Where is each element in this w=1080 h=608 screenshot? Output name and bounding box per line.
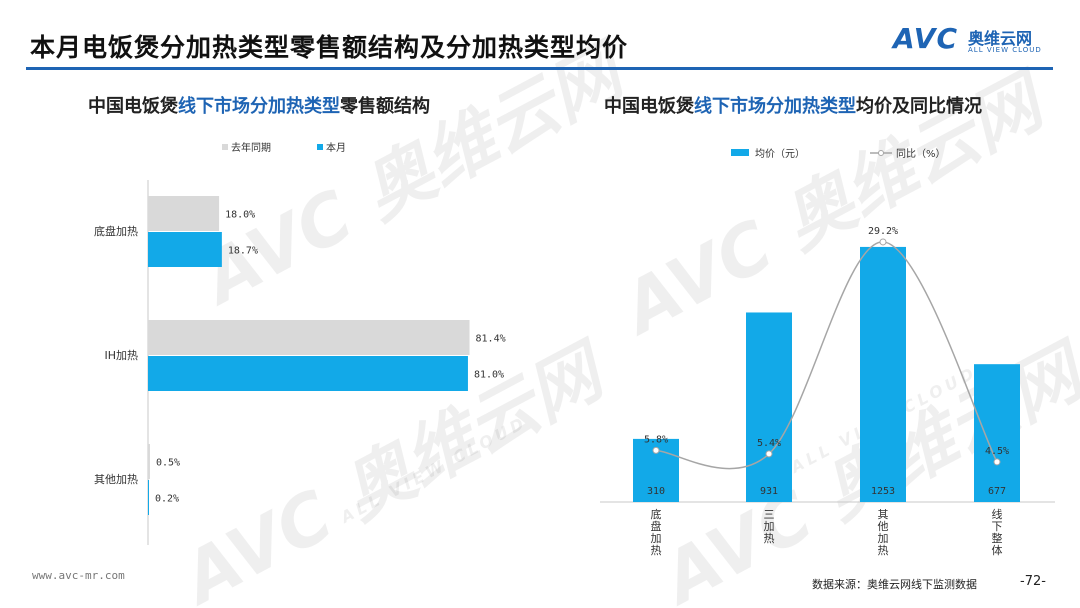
legend-label-avg-price: 均价（元） [755,148,805,160]
page-number: -72- [1020,574,1046,589]
avc-logo: AVC 奥维云网 ALL VIEW CLOUD [893,22,1058,62]
right-title-post: 均价及同比情况 [856,96,982,117]
right-yoy-value-label: 29.2% [868,226,898,237]
right-yoy-point [765,450,773,458]
right-chart-title: 中国电饭煲线下市场分加热类型均价及同比情况 [604,92,982,118]
left-category-label: IH加热 [104,349,138,362]
page-title: 本月电饭煲分加热类型零售额结构及分加热类型均价 [30,33,629,62]
legend-swatch-avg-price [731,149,749,156]
left-title-pre: 中国电饭煲 [88,96,178,117]
right-title-highlight: 线下市场分加热类型 [694,96,856,117]
right-category-label: 其他加热 [878,508,889,557]
left-bar-value-label: 81.0% [474,370,504,381]
right-yoy-line [655,241,998,470]
right-category-label: 线下整体 [992,507,1003,557]
left-bar-value-label: 81.4% [476,334,506,345]
left-bar-last-year [148,444,150,479]
right-yoy-point [879,238,887,246]
right-bar-avg-price [860,246,906,502]
left-bar-value-label: 0.2% [155,494,179,505]
legend-swatch-this-month [317,144,323,150]
right-bar-avg-price [974,364,1020,502]
logo-cn-text: 奥维云网 [968,29,1033,48]
right-yoy-value-label: 5.8% [644,434,668,445]
right-yoy-value-label: 4.5% [985,446,1009,457]
left-bar-last-year [148,320,470,355]
left-category-label: 底盘加热 [94,224,138,238]
right-category-label: 三加热 [764,508,775,545]
right-yoy-value-label: 5.4% [757,438,781,449]
left-title-highlight: 线下市场分加热类型 [178,96,340,117]
left-chart-title: 中国电饭煲线下市场分加热类型零售额结构 [88,92,430,118]
right-bar-value-label: 310 [647,486,665,497]
legend-swatch-yoy-marker [878,150,884,156]
right-bar-value-label: 677 [988,486,1006,497]
legend-swatch-last-year [222,144,228,150]
left-title-post: 零售额结构 [340,96,430,117]
left-bar-value-label: 18.0% [225,210,255,221]
right-bar-avg-price [746,312,792,502]
right-bar-value-label: 1253 [871,486,895,497]
right-bar-value-label: 931 [760,486,778,497]
footer-url: www.avc-mr.com [32,569,125,582]
left-bar-value-label: 0.5% [156,458,180,469]
logo-avc-text: AVC [893,22,958,55]
left-bar-this-month [148,356,468,391]
right-yoy-point [652,446,660,454]
title-divider [26,67,1053,70]
legend-label-this-month: 本月 [326,141,346,154]
legend-label-yoy: 同比（%） [896,148,946,160]
right-title-pre: 中国电饭煲 [604,96,694,117]
right-yoy-point [993,458,1001,466]
right-category-label: 底盘加热 [651,507,662,557]
left-bar-this-month [148,232,222,267]
left-category-label: 其他加热 [94,473,138,486]
left-bar-this-month [148,480,149,515]
left-bar-value-label: 18.7% [228,246,258,257]
logo-en-text: ALL VIEW CLOUD [968,46,1042,54]
left-bar-last-year [148,196,220,231]
footer-source: 数据来源：奥维云网线下监测数据 [812,578,977,591]
legend-label-last-year: 去年同期 [231,141,271,154]
